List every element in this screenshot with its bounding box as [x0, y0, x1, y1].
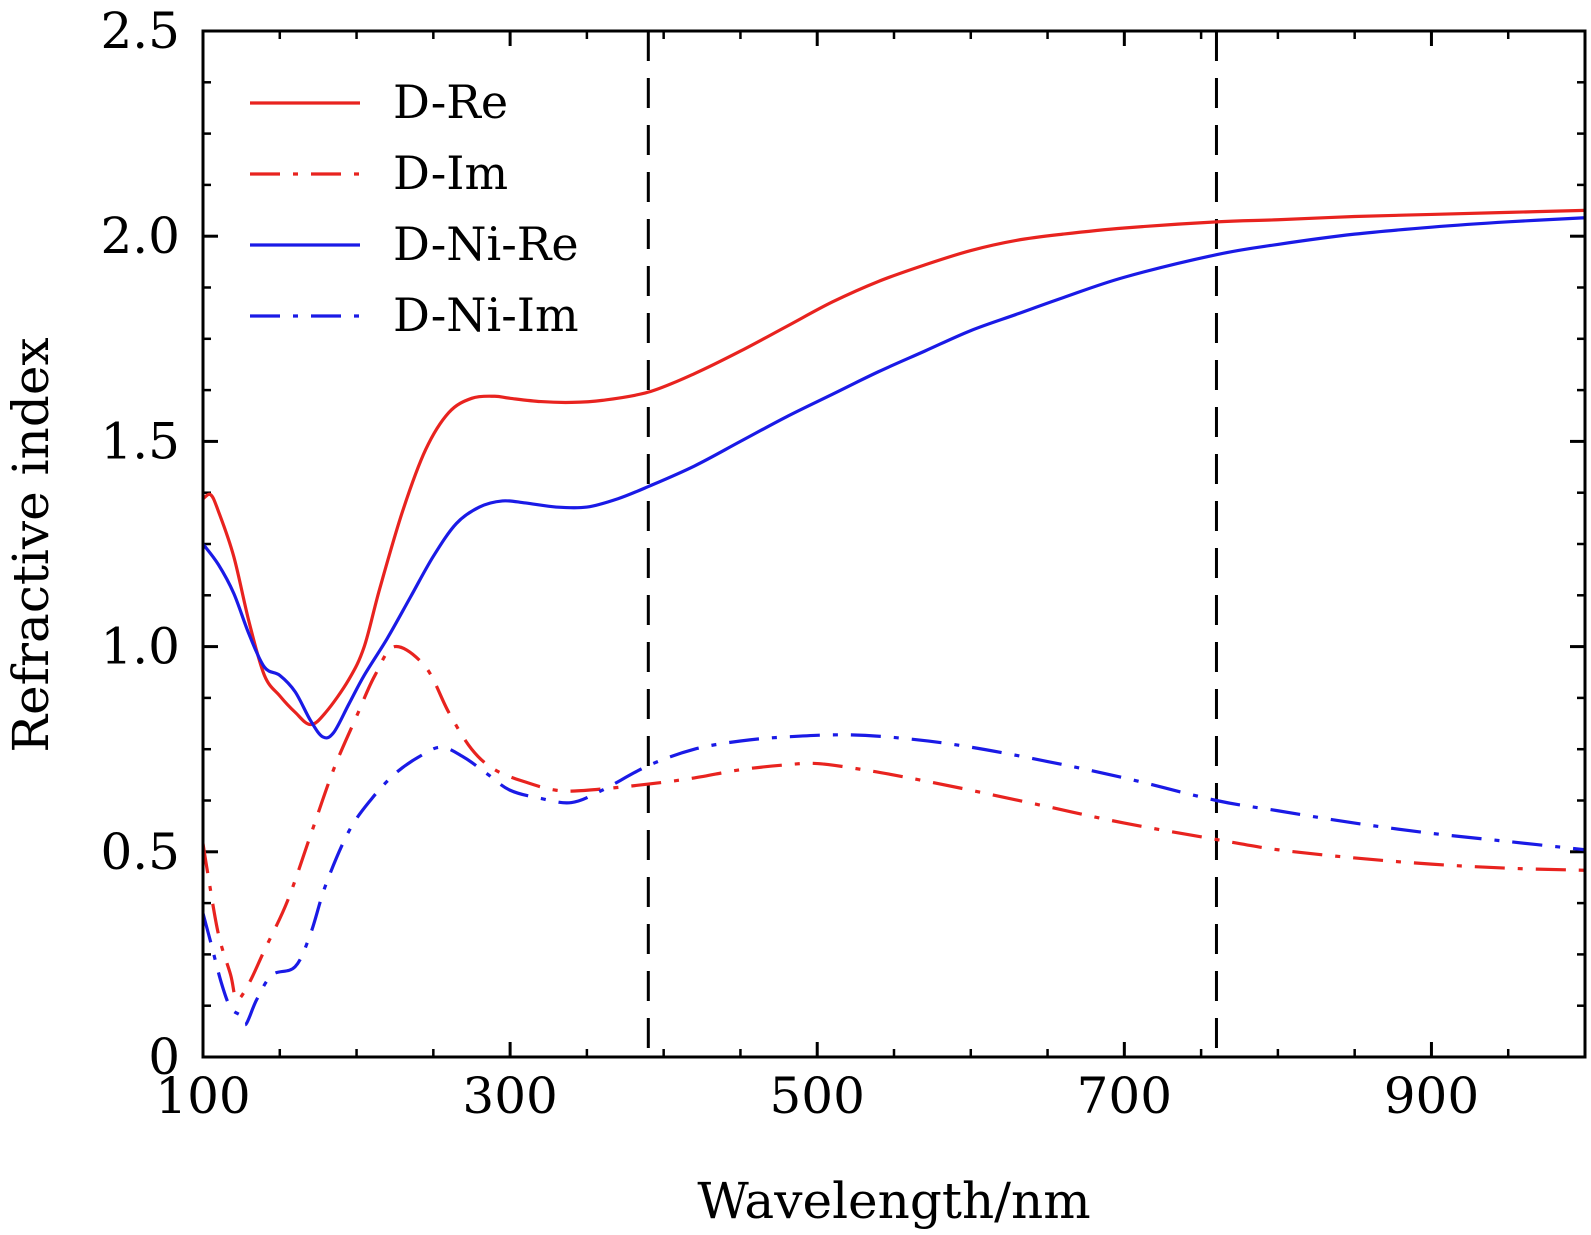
legend-label-d-ni-im: D-Ni-Im — [393, 288, 579, 342]
series-line-d-ni-re — [203, 216, 1585, 740]
legend-label-d-ni-re: D-Ni-Re — [393, 217, 579, 271]
x-tick-label: 700 — [1077, 1067, 1172, 1125]
x-axis-title: Wavelength/nm — [697, 1172, 1090, 1230]
y-tick-label: 0.5 — [100, 823, 180, 881]
plot-frame — [201, 29, 1587, 1059]
y-axis-title: Refractive index — [2, 337, 60, 752]
x-tick-label: 500 — [770, 1067, 865, 1125]
x-tick-label: 300 — [462, 1067, 557, 1125]
legend: D-Re D-Im D-Ni-Re D-Ni-Im — [250, 75, 579, 342]
legend-label-d-re: D-Re — [393, 75, 508, 129]
series-line-d-im — [203, 644, 1585, 1002]
series-line-d-ni-im — [203, 733, 1585, 1027]
y-tick-label: 2.5 — [100, 2, 180, 60]
series-line-d-re — [203, 208, 1585, 727]
y-tick-label: 1.0 — [100, 618, 180, 676]
y-tick-label: 2.0 — [100, 207, 180, 265]
y-tick-label: 1.5 — [100, 412, 180, 470]
y-tick-label: 0 — [148, 1028, 180, 1086]
tick-labels: 100 300 500 700 900 0 0.5 1.0 1.5 2.0 2.5 — [100, 2, 1479, 1125]
x-tick-label: 900 — [1384, 1067, 1479, 1125]
x-tick-label: 100 — [155, 1067, 250, 1125]
legend-label-d-im: D-Im — [393, 146, 508, 200]
series-layer — [203, 208, 1585, 1027]
reference-lines — [646, 31, 1218, 1057]
